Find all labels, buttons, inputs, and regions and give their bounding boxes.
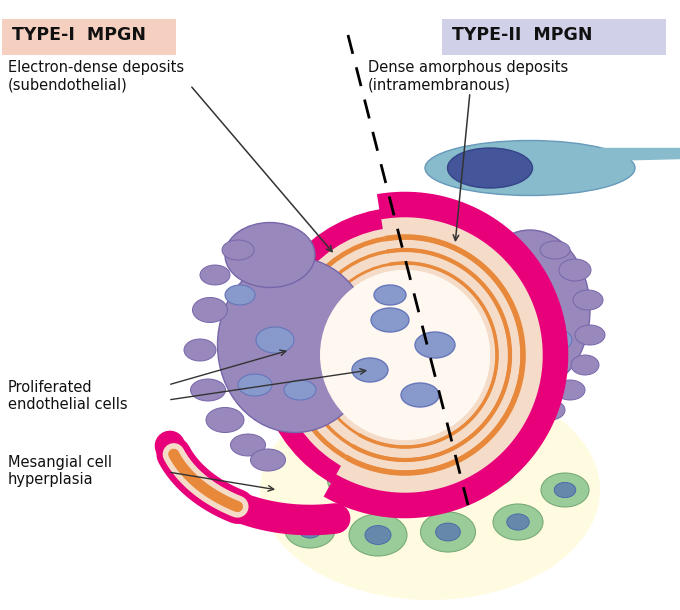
Ellipse shape — [260, 380, 600, 600]
Ellipse shape — [374, 285, 406, 305]
Ellipse shape — [540, 241, 570, 259]
Ellipse shape — [436, 523, 460, 541]
Ellipse shape — [328, 460, 382, 500]
Ellipse shape — [493, 504, 543, 540]
Ellipse shape — [401, 383, 439, 407]
Ellipse shape — [343, 471, 367, 489]
Ellipse shape — [352, 358, 388, 382]
Ellipse shape — [535, 400, 565, 420]
Ellipse shape — [218, 257, 373, 432]
Ellipse shape — [371, 308, 409, 332]
Ellipse shape — [554, 483, 576, 498]
Ellipse shape — [206, 407, 244, 432]
Ellipse shape — [573, 290, 603, 310]
Ellipse shape — [374, 285, 406, 305]
Ellipse shape — [390, 454, 450, 496]
Ellipse shape — [495, 425, 525, 445]
Ellipse shape — [190, 379, 226, 401]
Ellipse shape — [285, 512, 335, 548]
Ellipse shape — [222, 240, 254, 260]
Ellipse shape — [538, 329, 572, 351]
Ellipse shape — [225, 223, 315, 287]
Ellipse shape — [420, 512, 475, 552]
Ellipse shape — [256, 327, 294, 353]
Ellipse shape — [352, 358, 388, 382]
Ellipse shape — [541, 473, 589, 507]
Ellipse shape — [478, 459, 502, 476]
Circle shape — [320, 270, 490, 440]
Ellipse shape — [575, 325, 605, 345]
Text: Dense amorphous deposits
(intramembranous): Dense amorphous deposits (intramembranou… — [368, 60, 568, 92]
Ellipse shape — [571, 355, 599, 375]
Ellipse shape — [284, 380, 316, 400]
FancyBboxPatch shape — [442, 19, 666, 55]
Ellipse shape — [476, 431, 504, 449]
Text: Electron-dense deposits
(subendothelial): Electron-dense deposits (subendothelial) — [8, 60, 184, 92]
FancyBboxPatch shape — [2, 19, 176, 55]
Ellipse shape — [407, 465, 434, 484]
Ellipse shape — [559, 259, 591, 281]
Text: Mesangial cell
hyperplasia: Mesangial cell hyperplasia — [8, 455, 112, 487]
Ellipse shape — [184, 339, 216, 361]
Ellipse shape — [365, 526, 391, 545]
Ellipse shape — [225, 285, 255, 305]
Ellipse shape — [401, 383, 439, 407]
Ellipse shape — [514, 414, 546, 436]
Ellipse shape — [299, 522, 321, 538]
Text: TYPE-II  MPGN: TYPE-II MPGN — [452, 26, 592, 44]
Ellipse shape — [425, 140, 635, 195]
Circle shape — [320, 270, 490, 440]
Ellipse shape — [192, 298, 228, 323]
Circle shape — [257, 207, 553, 503]
Ellipse shape — [507, 514, 529, 530]
Ellipse shape — [200, 265, 230, 285]
Text: TYPE-I  MPGN: TYPE-I MPGN — [12, 26, 146, 44]
Ellipse shape — [238, 374, 272, 396]
Ellipse shape — [464, 449, 516, 487]
Ellipse shape — [470, 230, 590, 390]
Text: Proliferated
endothelial cells: Proliferated endothelial cells — [8, 380, 128, 412]
Ellipse shape — [512, 283, 548, 307]
Circle shape — [277, 227, 533, 483]
Ellipse shape — [415, 332, 455, 358]
Ellipse shape — [250, 449, 286, 471]
Ellipse shape — [494, 355, 526, 375]
Ellipse shape — [415, 332, 455, 358]
Ellipse shape — [349, 514, 407, 556]
Ellipse shape — [555, 380, 585, 400]
Ellipse shape — [447, 148, 532, 188]
Ellipse shape — [231, 434, 265, 456]
Ellipse shape — [371, 308, 409, 332]
